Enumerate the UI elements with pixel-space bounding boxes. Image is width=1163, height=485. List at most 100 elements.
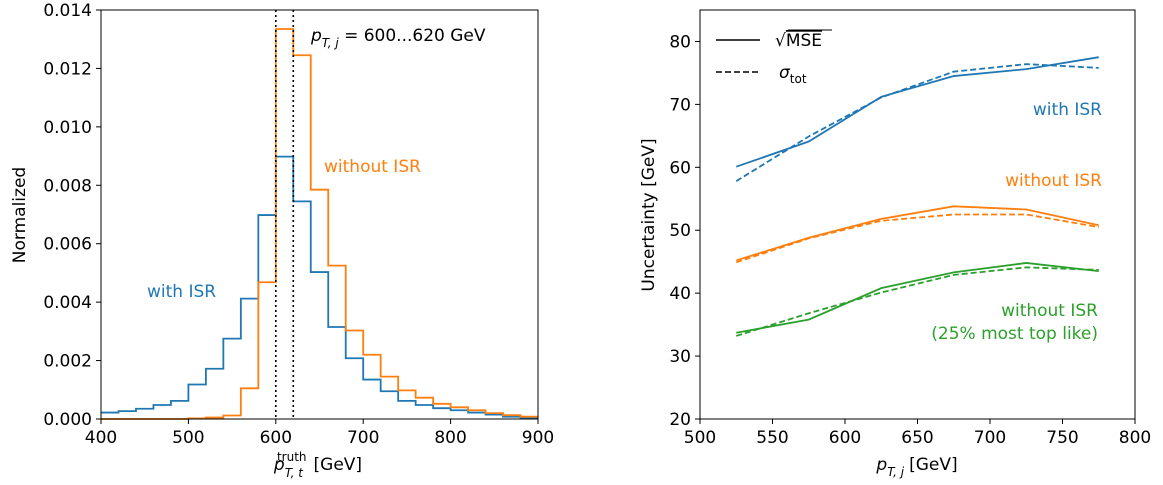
x-tick-label: 400 — [85, 428, 117, 448]
y-tick-label: 60 — [669, 158, 691, 178]
series-line — [735, 266, 1099, 337]
range-text: = 600...620 GeV — [339, 26, 486, 46]
line-series-3 — [735, 213, 1099, 264]
x-label-subscript-right: T, j — [887, 465, 905, 479]
histogram-bin — [276, 29, 293, 419]
y-tick-label: 40 — [669, 284, 691, 304]
histogram-bin — [503, 415, 520, 419]
x-label-unit-right: [GeV] — [909, 455, 958, 475]
histogram-bin — [398, 390, 415, 419]
y-tick-label: 70 — [669, 95, 691, 115]
line-series-5 — [735, 266, 1099, 337]
x-label-symbol-right: p — [875, 455, 887, 475]
histogram-bin — [433, 404, 450, 419]
histogram-series-0 — [101, 155, 538, 419]
histogram-bin — [328, 266, 345, 419]
histogram-bin — [258, 282, 275, 419]
legend-solid-label: √MSE — [775, 31, 822, 51]
x-axis-label-right: pT, j [GeV] — [875, 455, 957, 479]
y-tick-label: 0.004 — [43, 293, 92, 313]
plot-frame-left — [100, 9, 539, 420]
y-tick-label: 0.002 — [43, 352, 92, 372]
y-ticks-left: 0.000 0.002 0.004 0.006 0.008 0.010 0.012 0.014 — [43, 1, 101, 430]
x-tick-label: 700 — [347, 428, 379, 448]
label-with-isr-left: with ISR — [147, 282, 216, 302]
histogram-bin — [223, 415, 240, 419]
x-tick-label: 600 — [829, 428, 861, 448]
histogram-bin — [241, 388, 258, 419]
legend-dashed-label: σtot — [779, 63, 807, 86]
label-green-line1: without ISR — [1001, 301, 1098, 321]
histogram-bin — [381, 377, 398, 419]
line-series-4 — [736, 262, 1099, 334]
legend-sqrt-sign: √ — [775, 31, 786, 51]
x-tick-label: 600 — [260, 428, 292, 448]
legend-tot-subscript: tot — [790, 72, 807, 86]
plot-frame-right — [699, 9, 1136, 420]
histogram-bin — [416, 398, 433, 419]
range-marker-lines — [274, 10, 295, 419]
y-tick-label: 0.008 — [43, 176, 92, 196]
y-axis-label-right: Uncertainty [GeV] — [639, 138, 659, 291]
x-tick-label: 650 — [901, 428, 933, 448]
histogram-bin — [206, 369, 223, 419]
y-tick-label: 0.010 — [43, 118, 92, 138]
histogram-bin — [486, 413, 503, 419]
y-axis-label-left: Normalized — [10, 167, 30, 263]
histogram-bin — [346, 330, 363, 419]
histogram-bin — [171, 401, 188, 419]
x-tick-label: 500 — [684, 428, 716, 448]
range-subscript: T, j — [322, 36, 340, 50]
x-ticks-left: 400 500 600 700 800 900 — [85, 419, 554, 448]
range-annotation: pT, j = 600...620 GeV — [310, 26, 486, 50]
y-tick-label: 0.014 — [43, 1, 92, 21]
legend: √MSE σtot — [716, 29, 832, 86]
label-without-isr-right: without ISR — [1005, 171, 1102, 191]
histogram-bin — [136, 409, 153, 419]
series-line — [735, 205, 1099, 262]
histogram-bin — [293, 55, 310, 419]
series-line — [736, 262, 1099, 334]
y-tick-label: 80 — [669, 32, 691, 52]
histogram-steps — [101, 28, 538, 420]
histogram-bin — [153, 405, 170, 419]
line-series-2 — [735, 205, 1099, 262]
line-chart-panel: 500 550 600 650 700 750 800 20 30 40 50 60 70 80 pT,… — [639, 9, 1151, 479]
series-line — [735, 56, 1099, 168]
legend-sigma: σ — [779, 63, 791, 83]
y-ticks-right: 20 30 40 50 60 70 80 — [669, 32, 700, 430]
label-green-line2: (25% most top like) — [931, 324, 1098, 344]
histogram-bin — [451, 407, 468, 419]
y-tick-label: 0.006 — [43, 235, 92, 255]
legend-mse-text: MSE — [786, 31, 822, 51]
x-label-superscript: truth — [277, 450, 307, 464]
y-tick-label: 30 — [669, 347, 691, 367]
series-line — [735, 213, 1099, 264]
x-tick-label: 900 — [522, 428, 554, 448]
y-tick-label: 0.000 — [43, 410, 92, 430]
histogram-bin — [188, 385, 205, 419]
x-tick-label: 800 — [434, 428, 466, 448]
x-tick-label: 700 — [974, 428, 1006, 448]
y-tick-label: 50 — [669, 221, 691, 241]
range-symbol: p — [310, 26, 322, 46]
x-axis-label-left: pT, t truth [GeV] — [273, 450, 362, 480]
y-tick-label: 0.012 — [43, 59, 92, 79]
x-tick-label: 550 — [756, 428, 788, 448]
histogram-bin — [468, 410, 485, 419]
histogram-bin — [101, 413, 118, 419]
histogram-step-line — [101, 28, 538, 420]
x-tick-label: 750 — [1046, 428, 1078, 448]
histogram-bin — [118, 411, 135, 419]
x-tick-label: 800 — [1119, 428, 1151, 448]
histogram-bin — [223, 339, 240, 419]
x-label-subscript: T, t — [285, 466, 305, 480]
x-ticks-right: 500 550 600 650 700 750 800 — [684, 419, 1151, 448]
histogram-bin — [363, 355, 380, 419]
label-without-isr-left: without ISR — [324, 157, 421, 177]
x-label-symbol: p — [273, 455, 285, 475]
x-label-unit: [GeV] — [314, 455, 363, 475]
series-line — [735, 63, 1099, 182]
histogram-step-line — [101, 155, 538, 419]
